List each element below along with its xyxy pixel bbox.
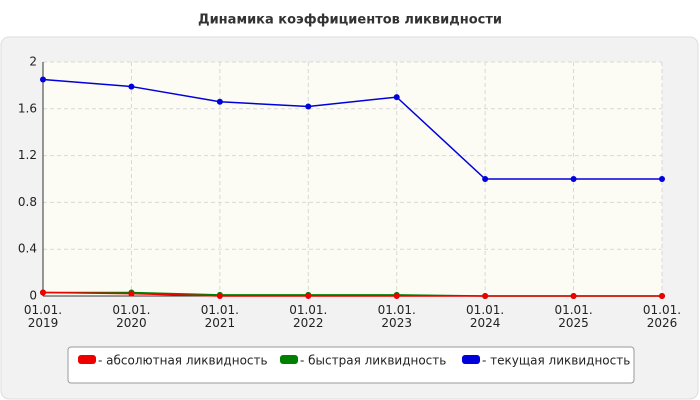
x-tick-label: 01.01. 2019 (23, 303, 63, 330)
x-tick-label: 01.01. 2021 (200, 303, 239, 330)
chart-title: Динамика коэффициентов ликвидности (198, 13, 502, 28)
legend-label: - абсолютная ликвидность (98, 354, 268, 368)
y-tick-label: 1.6 (18, 101, 37, 115)
y-tick-label: 0.4 (18, 242, 37, 256)
x-tick-label: 01.01. 2025 (554, 303, 593, 330)
point (659, 176, 665, 182)
x-tick-label: 01.01. 2022 (289, 303, 328, 330)
point (305, 293, 312, 299)
legend-swatch (462, 355, 480, 364)
legend-label: - текущая ликвидность (482, 354, 630, 368)
legend-swatch (78, 355, 96, 364)
point (216, 293, 223, 299)
series-line (42, 291, 662, 297)
point (40, 289, 46, 296)
x-tick-label: 01.01. 2024 (466, 303, 505, 330)
point (393, 293, 400, 299)
y-tick-label: 0 (29, 289, 37, 303)
point (570, 293, 577, 299)
point (40, 76, 46, 83)
x-tick-label: 01.01. 2026 (642, 303, 682, 330)
point (570, 176, 577, 182)
legend-swatch (280, 355, 298, 364)
point (482, 293, 489, 299)
point (482, 176, 489, 182)
x-tick-label: 01.01. 2023 (377, 303, 416, 330)
point (659, 293, 665, 299)
point (305, 103, 312, 110)
legend-label: - быстрая ликвидность (300, 354, 446, 368)
x-tick-label: 01.01. 2020 (112, 303, 151, 330)
legend (67, 346, 635, 384)
y-tick-label: 0.8 (18, 195, 37, 209)
point (393, 94, 400, 101)
series-line (42, 78, 662, 180)
point (128, 290, 135, 297)
y-tick-label: 1.2 (18, 148, 37, 162)
y-tick-label: 2 (29, 55, 37, 69)
point (216, 98, 223, 105)
point (128, 83, 135, 90)
